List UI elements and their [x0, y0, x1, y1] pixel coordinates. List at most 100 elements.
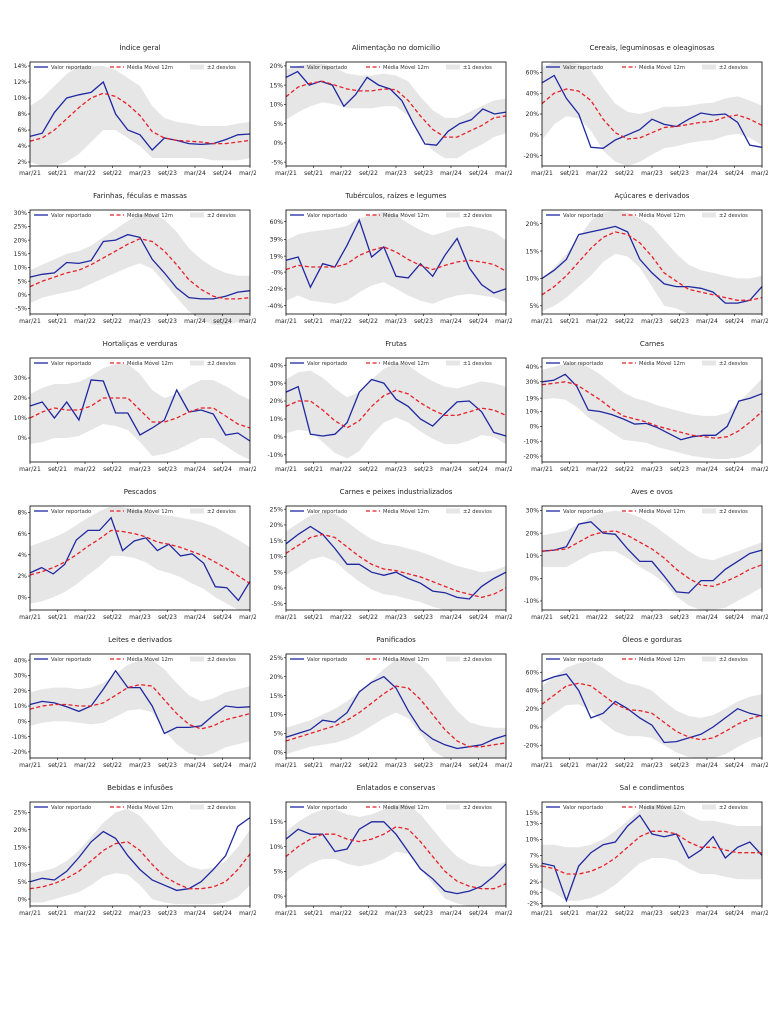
y-tick-label: 0%: [529, 890, 539, 897]
chart-legend: Valor reportado Média Móvel 12m ±2 desvios: [546, 360, 748, 367]
y-tick-label: 8%: [17, 111, 27, 118]
chart-panel: Pescados 0% 2% 4% 6% 8% mar/21 set/21 mar/22 set/…: [17, 488, 256, 621]
x-tick-label: set/24: [213, 614, 232, 621]
x-tick-label: mar/24: [184, 318, 206, 325]
y-tick-label: -10%: [523, 438, 539, 445]
x-tick-label: mar/21: [531, 762, 553, 769]
legend-label: Valor reportado: [307, 657, 347, 663]
legend-label: Média Móvel 12m: [383, 360, 429, 367]
x-tick-label: mar/21: [275, 762, 297, 769]
chart-title: Leites e derivados: [108, 636, 172, 644]
x-tick-label: mar/22: [586, 910, 608, 917]
x-tick-label: set/24: [725, 910, 744, 917]
deviation-band: [542, 661, 762, 758]
x-tick-label: set/24: [725, 318, 744, 325]
series-line-moving-average: [29, 92, 251, 145]
chart-panel: Bebidas e infusões 0% 5% 10% 15% 20% 25% mar/21…: [14, 784, 256, 917]
y-tick-label: 20%: [270, 398, 284, 405]
x-tick-label: mar/24: [696, 762, 718, 769]
legend-label: Valor reportado: [51, 213, 91, 219]
deviation-band: [542, 362, 762, 459]
deviation-band: [286, 804, 506, 906]
legend-label: Valor reportado: [51, 657, 91, 663]
chart-title: Bebidas e infusões: [107, 784, 173, 792]
x-tick-label: set/23: [414, 170, 433, 177]
series-line-moving-average: [29, 238, 251, 300]
legend-label: Média Móvel 12m: [127, 360, 173, 367]
y-tick-label: 25%: [14, 810, 28, 817]
chart-panel: Sal e condimentos -2% 0% 2% 5% 7% 10% 13% 15% mar…: [526, 784, 768, 917]
chart-legend: Valor reportado Média Móvel 12m ±2 desvios: [546, 508, 748, 515]
y-tick-label: 15%: [270, 538, 284, 545]
x-tick-label: set/23: [670, 466, 689, 473]
x-tick-label: mar/23: [129, 170, 151, 177]
legend-label: ±2 desvios: [207, 509, 236, 515]
y-tick-label: 2%: [529, 879, 539, 886]
legend-label: Média Móvel 12m: [127, 656, 173, 663]
x-tick-label: set/24: [725, 466, 744, 473]
y-tick-label: 60%: [526, 669, 540, 676]
x-tick-label: set/22: [359, 614, 378, 621]
x-tick-label: set/22: [615, 910, 634, 917]
x-tick-label: set/22: [359, 762, 378, 769]
deviation-band: [30, 660, 250, 757]
deviation-band: [286, 657, 506, 758]
x-tick-label: set/21: [48, 466, 67, 473]
legend-label: Média Móvel 12m: [639, 212, 685, 219]
x-tick-label: mar/23: [129, 910, 151, 917]
y-tick-label: 10%: [270, 554, 284, 561]
x-tick-label: mar/22: [74, 762, 96, 769]
chart-title: Hortaliças e verduras: [103, 340, 178, 348]
y-tick-label: 30%: [14, 673, 28, 680]
x-tick-label: set/22: [359, 910, 378, 917]
y-tick-label: -2%: [527, 901, 539, 908]
x-tick-label: mar/25: [751, 614, 768, 621]
x-tick-label: set/23: [670, 614, 689, 621]
y-tick-label: 25%: [270, 506, 284, 513]
x-tick-label: set/23: [158, 170, 177, 177]
series-line-reported: [29, 379, 251, 442]
y-tick-label: 0%: [529, 724, 539, 731]
chart-legend: Valor reportado Média Móvel 12m ±2 desvios: [34, 360, 236, 367]
x-tick-label: set/23: [414, 318, 433, 325]
y-tick-label: -10%: [523, 598, 539, 605]
chart-legend: Valor reportado Média Móvel 12m ±2 desvios: [290, 804, 492, 811]
x-tick-label: mar/22: [74, 318, 96, 325]
x-tick-label: mar/24: [440, 170, 462, 177]
y-tick-label: 40%: [14, 657, 28, 664]
y-tick-label: -20%: [523, 453, 539, 460]
deviation-band: [286, 363, 506, 459]
x-tick-label: mar/23: [385, 910, 407, 917]
legend-label: Valor reportado: [307, 213, 347, 219]
y-tick-label: 5%: [17, 278, 27, 285]
y-tick-label: -5%: [271, 601, 283, 608]
series-line-moving-average: [541, 830, 762, 875]
chart-title: Sal e condimentos: [620, 784, 685, 792]
legend-label: Valor reportado: [307, 65, 347, 71]
y-tick-label: 0%: [529, 424, 539, 431]
x-tick-label: mar/25: [239, 170, 256, 177]
y-tick-label: -5%: [271, 159, 283, 166]
x-tick-label: mar/23: [129, 466, 151, 473]
x-tick-label: set/21: [560, 614, 579, 621]
x-tick-label: mar/21: [19, 762, 41, 769]
legend-label: Valor reportado: [307, 805, 347, 811]
deviation-band: [286, 211, 506, 304]
x-tick-label: mar/22: [586, 762, 608, 769]
chart-title: Carnes: [640, 340, 665, 348]
y-tick-label: 19%: [526, 395, 540, 402]
x-tick-label: set/22: [615, 318, 634, 325]
y-tick-label: 15%: [270, 819, 284, 826]
x-tick-label: set/23: [414, 762, 433, 769]
y-tick-label: 15%: [270, 82, 284, 89]
y-tick-label: -10%: [267, 452, 283, 459]
x-tick-label: mar/24: [696, 170, 718, 177]
y-tick-label: -0%: [271, 269, 283, 276]
legend-label: ±1 desvios: [463, 361, 492, 367]
chart-panel: Aves e ovos -10% 0% 10% 20% 30% mar/21 set/21 ma…: [523, 488, 768, 621]
x-tick-label: set/21: [560, 318, 579, 325]
y-tick-label: 0%: [17, 594, 27, 601]
legend-label: Valor reportado: [563, 213, 603, 219]
series-line-moving-average: [29, 397, 251, 429]
x-tick-label: set/21: [560, 170, 579, 177]
